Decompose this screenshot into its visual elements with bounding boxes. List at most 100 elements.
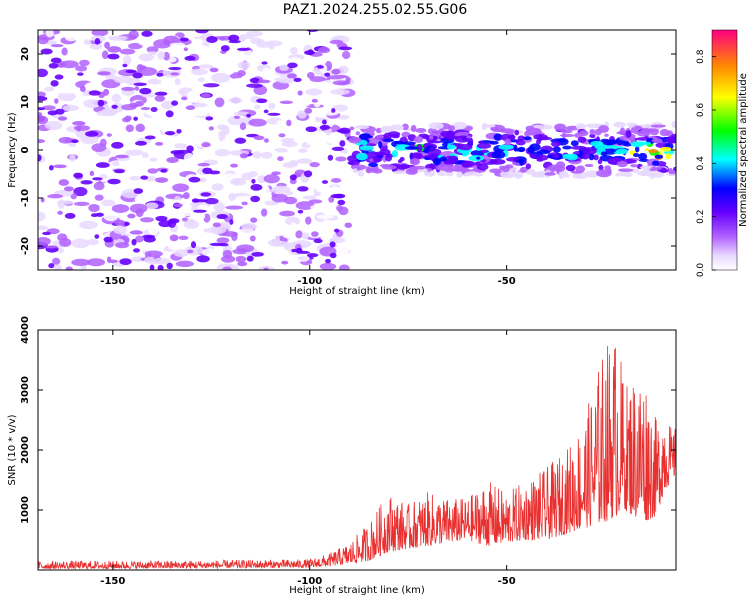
spectrogram-cell [330,88,350,95]
spectrogram-cell [52,257,61,265]
spectrogram-cell [228,192,236,201]
spectrogram-cell [58,88,75,94]
spectrogram-cell [44,139,52,144]
spectrogram-cell [293,77,302,82]
spectrogram-cell [391,150,399,158]
spectrogram-cell [268,42,275,50]
spectrogram-cell [446,171,454,177]
spectrogram-cell [213,202,225,212]
spectrogram-cell [344,84,353,90]
spectrogram-cell [59,238,72,247]
spectrogram-cell [401,131,411,138]
spectrogram-cell [129,203,148,214]
spectrogram-cell [513,144,518,152]
spectrogram-cell [468,155,485,162]
spectrogram-cell [103,211,119,222]
spectrogram-cell [160,169,168,173]
spectrogram-cell [404,146,419,150]
spectrogram-cell [186,145,194,153]
spectrogram-cell [338,127,351,134]
spectrogram-cell [96,110,117,117]
spectrogram-cell [134,86,140,91]
spectrogram-cell [127,213,136,219]
spectrogram-cell [166,157,179,164]
colorbar-tick-label: 0.4 [696,156,706,171]
spectrogram-cell [654,154,664,159]
spectrogram-cell [149,157,158,162]
spectrogram-cell [261,61,268,65]
spectrogram-cell [138,53,154,62]
colorbar-tick-label: 0.6 [696,103,706,118]
spectrogram-cell [279,210,295,217]
spectrogram-cell [156,72,164,77]
spectrogram-cell [514,171,524,179]
y-tick-label: 10 [20,95,31,109]
spectrogram-cell [152,114,169,120]
spectrogram-cell [135,100,144,107]
spectrogram-cell [382,138,395,142]
spectrogram-cell [41,105,56,111]
spectrogram-cell [183,31,203,38]
spectrogram-cell [491,150,506,159]
spectrogram-cell [172,183,190,192]
spectrogram-cell [289,222,297,231]
spectrogram-cell [38,225,48,231]
spectrogram-cell [332,80,351,86]
spectrogram-cell [306,253,319,258]
spectrogram-cell [600,151,608,157]
spectrogram-cell [97,99,105,107]
spectrogram-cell [604,133,609,137]
spectrogram-cell [209,67,219,73]
spectrogram-cell [325,258,331,264]
spectrogram-cell [337,199,346,206]
spectrogram-cell [234,137,247,144]
spectrogram-cell [550,140,561,147]
spectrogram-cell [671,120,676,129]
y-tick-label: 0 [20,146,31,153]
spectrogram-cell [623,141,630,145]
spectrogram-cell [91,30,109,37]
spectrogram-cell [286,73,297,79]
spectrogram-cell [301,232,310,240]
snr-y-label: SNR (10 * v/v) [7,414,18,485]
spectrogram-cell [115,154,129,159]
spectrogram-cell [252,151,262,159]
spectrogram-cell [271,185,291,195]
spectrogram-cell [336,114,350,120]
spectrogram-cell [501,165,510,173]
spectrogram-cell [290,47,298,55]
spectrogram-cell [553,164,566,173]
spectrogram-cell [640,128,652,134]
spectrogram-cell [66,209,86,214]
spectrogram-cell [249,235,256,242]
spectrogram-cell [47,194,64,199]
snr-series-line [38,346,676,570]
spectrogram-cell [112,161,120,167]
spectrogram-cell [330,178,342,183]
spectrogram-cell [184,97,193,107]
spectrogram-cell [387,131,401,138]
spectrogram-cell [250,183,263,191]
spectrogram-cell [219,242,229,247]
spectrogram-cell [319,124,331,131]
spectrogram-cell [201,142,211,148]
spectrogram-cell [476,163,489,171]
spectrogram-cell [376,134,384,139]
spectrogram-cell [225,205,244,210]
spectrogram-cell [79,220,98,230]
spectrogram-cell [286,119,292,127]
spectrogram-cell [173,203,183,208]
spectrogram-cell [214,97,225,108]
spectrogram-cell [63,186,74,192]
spectrogram-cell [237,261,248,267]
spectrogram-cell [260,208,268,217]
spectrogram-cell [616,172,632,177]
colorbar: 0.0 0.2 0.4 0.6 0.8 Normalized spectral ampl… [696,29,749,277]
snr-x-ticks: -150 -100 -50 [100,330,516,587]
spectrogram-cell [190,68,209,76]
spectrogram-cell [411,165,426,170]
spectrogram-cell [626,122,638,127]
spectrogram-cell [155,177,169,183]
spectrogram-cell [85,131,99,137]
spectrogram-cell [429,146,435,152]
